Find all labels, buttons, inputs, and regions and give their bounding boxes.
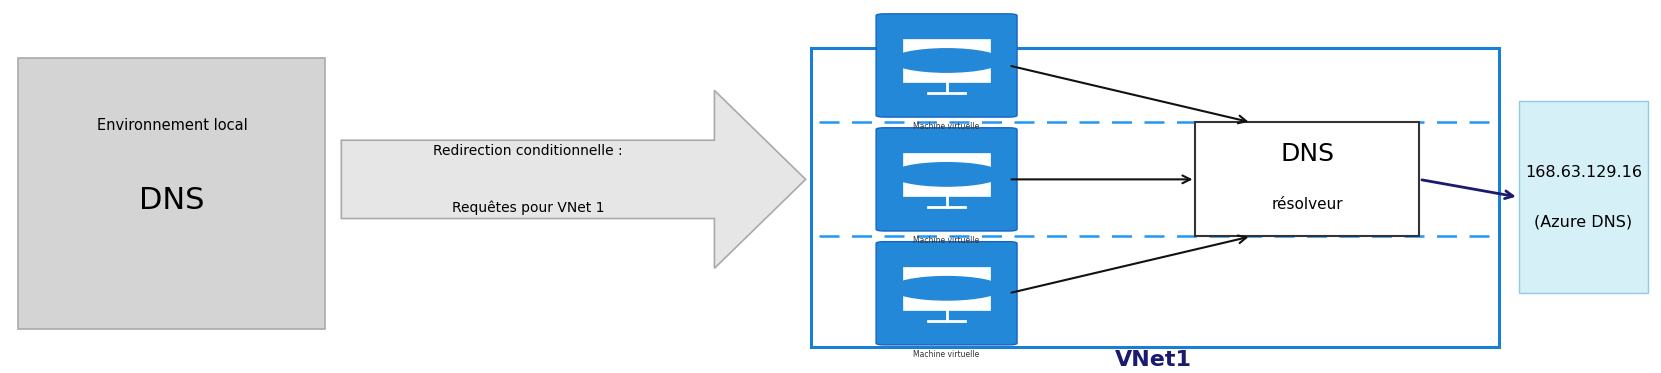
FancyBboxPatch shape (904, 267, 990, 310)
Text: DNS: DNS (140, 186, 204, 215)
Polygon shape (341, 90, 806, 268)
Text: Machine virtuelle: Machine virtuelle (914, 122, 980, 131)
FancyBboxPatch shape (875, 242, 1017, 345)
Text: VNet1: VNet1 (1115, 350, 1193, 370)
Text: Environnement local: Environnement local (96, 119, 247, 134)
FancyBboxPatch shape (875, 14, 1017, 117)
Text: Redirection conditionnelle :: Redirection conditionnelle : (434, 144, 623, 158)
Text: résolveur: résolveur (1271, 197, 1344, 212)
FancyBboxPatch shape (811, 48, 1498, 347)
Text: (Azure DNS): (Azure DNS) (1535, 214, 1633, 230)
Circle shape (892, 49, 1002, 72)
FancyBboxPatch shape (18, 58, 326, 329)
Text: Machine virtuelle: Machine virtuelle (914, 236, 980, 245)
FancyBboxPatch shape (904, 39, 990, 82)
Text: Machine virtuelle: Machine virtuelle (914, 350, 980, 359)
Circle shape (892, 276, 1002, 300)
FancyBboxPatch shape (875, 128, 1017, 231)
Text: DNS: DNS (1281, 142, 1334, 166)
Text: Requêtes pour VNet 1: Requêtes pour VNet 1 (452, 201, 605, 215)
FancyBboxPatch shape (1196, 122, 1418, 236)
Circle shape (892, 163, 1002, 186)
FancyBboxPatch shape (904, 153, 990, 196)
FancyBboxPatch shape (1518, 101, 1648, 293)
Text: 168.63.129.16: 168.63.129.16 (1525, 165, 1641, 180)
